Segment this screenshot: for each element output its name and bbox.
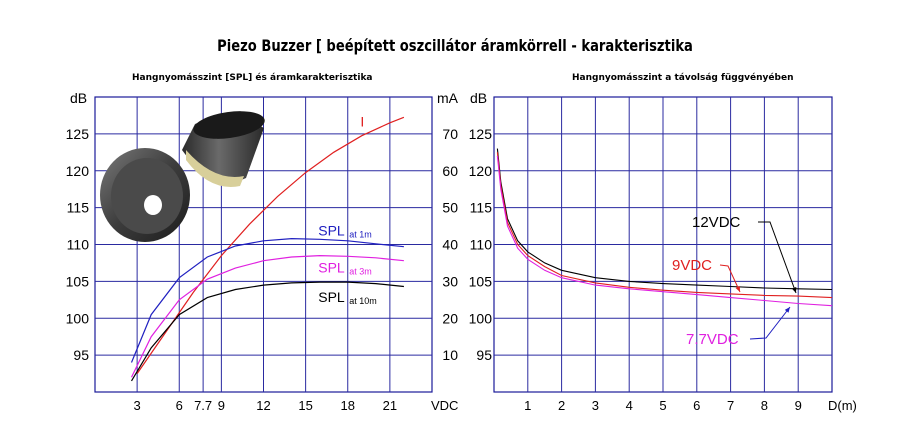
buzzer-rear-top	[193, 111, 265, 139]
left-series-label: I	[360, 114, 364, 130]
left-y2-tick-label: 70	[442, 126, 458, 142]
page-title: Piezo Buzzer [ beépített oszcillátor ára…	[217, 36, 693, 55]
right-x-tick-label: 3	[592, 398, 599, 413]
left-series-label: SPL	[318, 260, 345, 276]
left-y-tick-label: 120	[66, 163, 90, 179]
right-y-tick-label: 115	[470, 200, 493, 216]
right-x-tick-label: 4	[626, 398, 633, 413]
right-x-tick-label: 9	[795, 398, 802, 413]
right-series-line	[496, 148, 833, 291]
left-y2-tick-label: 40	[442, 237, 458, 253]
left-y-tick-label: 115	[67, 200, 90, 216]
left-y-axis-label: dB	[70, 90, 87, 106]
left-y2-tick-label: 20	[442, 310, 458, 326]
left-series-label-suffix: at 1m	[349, 230, 372, 240]
left-series-label: SPL	[318, 289, 345, 305]
left-x-tick-label: 21	[383, 398, 397, 413]
left-y2-tick-label: 30	[442, 273, 458, 289]
right-x-tick-label: 6	[693, 398, 700, 413]
left-x-tick-label: 9	[218, 398, 225, 413]
right-x-tick-label: 5	[659, 398, 666, 413]
right-label-arrowhead	[784, 307, 790, 313]
buzzer-rear-band	[186, 150, 244, 187]
right-y-tick-label: 110	[470, 237, 493, 253]
right-x-tick-label: 2	[558, 398, 565, 413]
right-y-axis-label: dB	[470, 90, 487, 106]
right-x-tick-label: 1	[524, 398, 531, 413]
right-x-tick-label: 8	[761, 398, 768, 413]
left-y2-tick-label: 50	[442, 200, 458, 216]
right-series-line	[496, 155, 833, 307]
left-series-line	[136, 116, 405, 374]
left-series-label-suffix: at 3m	[349, 267, 372, 277]
right-label-arrowhead	[791, 287, 797, 293]
left-series-line	[130, 237, 404, 363]
left-x-tick-label: 3	[134, 398, 141, 413]
left-y2-axis-label: mA	[437, 90, 459, 106]
left-y2-tick-label: 10	[442, 347, 458, 363]
piezo-buzzer-photo	[100, 111, 265, 242]
right-series-line	[496, 152, 833, 299]
left-y-tick-label: 100	[66, 310, 90, 326]
left-y-tick-label: 105	[66, 273, 90, 289]
right-y-tick-label: 100	[469, 310, 493, 326]
left-y2-tick-label: 60	[442, 163, 458, 179]
buzzer-front-hole	[144, 195, 162, 215]
right-x-tick-label: 7	[727, 398, 734, 413]
left-y-tick-label: 125	[66, 126, 90, 142]
right-y-tick-label: 125	[469, 126, 493, 142]
right-label-leader-line	[749, 306, 791, 340]
left-series-line	[130, 281, 404, 382]
right-y-tick-label: 120	[469, 163, 493, 179]
right-chart-subtitle: Hangnyomásszint a távolság függvényében	[572, 73, 794, 83]
left-x-tick-label: 12	[256, 398, 270, 413]
left-x-tick-label: 15	[298, 398, 312, 413]
left-x-axis-label: VDC	[431, 398, 458, 413]
left-chart-subtitle: Hangnyomásszint [SPL] és áramkarakterisz…	[132, 73, 373, 83]
right-series-label: 12VDC	[692, 214, 741, 231]
right-x-axis-label: D(m)	[828, 398, 857, 413]
left-series-line	[130, 254, 404, 378]
left-series-label-suffix: at 10m	[349, 296, 377, 306]
right-y-tick-label: 105	[469, 273, 493, 289]
left-x-tick-label: 7.7	[194, 398, 212, 413]
left-y-tick-label: 110	[67, 237, 90, 253]
left-x-tick-label: 6	[176, 398, 183, 413]
right-series-label: 7.7VDC	[686, 331, 739, 348]
spl-distance-chart: 1 2 3 4 5 6 7 8 9 95 100 105 110 115 120 125 dB D(m) 12VDC…	[469, 90, 857, 413]
left-series-label: SPL	[318, 223, 345, 239]
right-label-leader-line	[719, 264, 741, 293]
buzzer-front-face	[111, 158, 183, 234]
left-x-tick-label: 18	[341, 398, 355, 413]
right-series-label: 9VDC	[672, 257, 712, 274]
left-y-tick-label: 95	[73, 347, 89, 363]
spl-current-chart: 3 6 7.7 9 12 15 18 21 95 100 105 110 115 120 125 10 20 30…	[66, 90, 459, 413]
right-label-leader-line	[758, 221, 797, 294]
right-label-arrowhead	[735, 286, 740, 292]
right-y-tick-label: 95	[476, 347, 492, 363]
